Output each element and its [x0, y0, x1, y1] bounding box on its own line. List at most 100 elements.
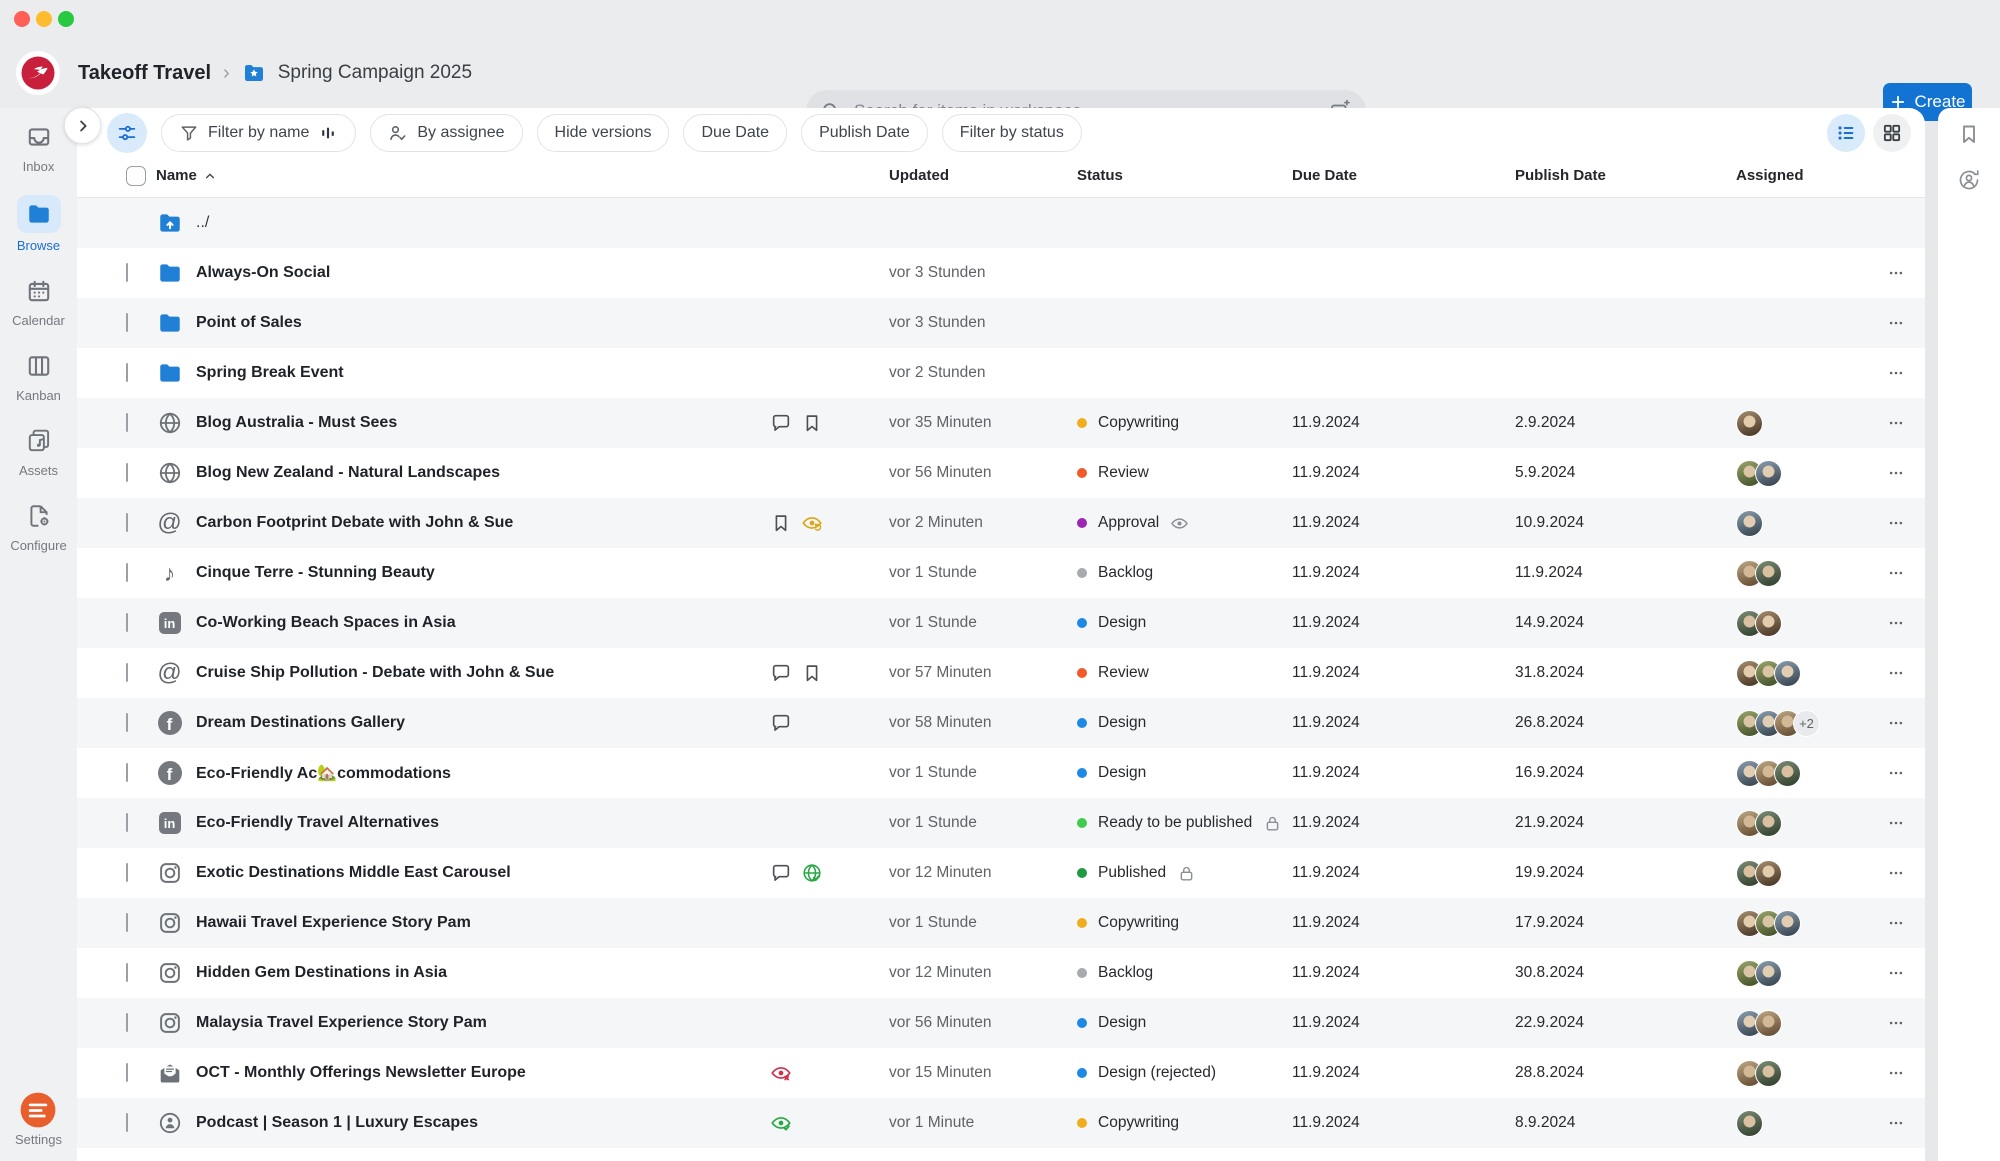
row-checkbox[interactable]	[126, 813, 128, 832]
row-checkbox[interactable]	[126, 713, 128, 732]
table-row[interactable]: Spring Break Eventvor 2 Stunden	[77, 348, 1925, 398]
row-menu-button[interactable]	[1881, 308, 1911, 338]
row-menu-button[interactable]	[1881, 508, 1911, 538]
filter-pill-publish-date[interactable]: Publish Date	[801, 114, 928, 152]
table-row[interactable]: Blog Australia - Must Seesvor 35 Minuten…	[77, 398, 1925, 448]
sidebar-item-kanban[interactable]: Kanban	[10, 349, 66, 403]
table-row[interactable]: Point of Salesvor 3 Stunden	[77, 298, 1925, 348]
table-row[interactable]: @Cruise Ship Pollution - Debate with Joh…	[77, 648, 1925, 698]
row-checkbox[interactable]	[126, 1113, 128, 1132]
filter-pill-filter-by-name[interactable]: Filter by name	[161, 114, 356, 152]
row-menu-button[interactable]	[1881, 608, 1911, 638]
close-window-button[interactable]	[14, 11, 30, 27]
item-name[interactable]: Dream Destinations Gallery	[190, 714, 717, 732]
item-name[interactable]: Hawaii Travel Experience Story Pam	[190, 914, 717, 932]
table-row[interactable]: inEco-Friendly Travel Alternativesvor 1 …	[77, 798, 1925, 848]
row-checkbox[interactable]	[126, 913, 128, 932]
item-name[interactable]: Carbon Footprint Debate with John & Sue	[190, 514, 717, 532]
row-menu-button[interactable]	[1881, 908, 1911, 938]
row-checkbox[interactable]	[126, 513, 128, 532]
item-name[interactable]: Co-Working Beach Spaces in Asia	[190, 614, 717, 632]
row-checkbox[interactable]	[126, 1063, 128, 1082]
table-row[interactable]: Malaysia Travel Experience Story Pamvor …	[77, 998, 1925, 1048]
item-name[interactable]: Cinque Terre - Stunning Beauty	[190, 564, 717, 582]
filter-settings-button[interactable]	[107, 113, 147, 153]
row-checkbox[interactable]	[126, 363, 128, 382]
sidebar-item-calendar[interactable]: Calendar	[10, 274, 66, 328]
zoom-window-button[interactable]	[58, 11, 74, 27]
item-name[interactable]: Cruise Ship Pollution - Debate with John…	[190, 664, 717, 682]
item-name[interactable]: Eco-Friendly Travel Alternatives	[190, 814, 717, 832]
row-menu-button[interactable]	[1881, 1008, 1911, 1038]
table-row[interactable]: fEco-Friendly Ac🏡commodationsvor 1 Stund…	[77, 748, 1925, 798]
table-row[interactable]: Exotic Destinations Middle East Carousel…	[77, 848, 1925, 898]
bookmark-icon[interactable]	[1954, 120, 1984, 150]
row-checkbox[interactable]	[126, 863, 128, 882]
item-name[interactable]: Malaysia Travel Experience Story Pam	[190, 1014, 717, 1032]
table-row[interactable]: OCT - Monthly Offerings Newsletter Europ…	[77, 1048, 1925, 1098]
row-menu-button[interactable]	[1881, 808, 1911, 838]
item-name[interactable]: Always-On Social	[190, 264, 717, 282]
filter-pill-due-date[interactable]: Due Date	[683, 114, 787, 152]
row-checkbox[interactable]	[126, 763, 128, 782]
row-menu-button[interactable]	[1881, 408, 1911, 438]
filter-pill-filter-by-status[interactable]: Filter by status	[942, 114, 1082, 152]
row-menu-button[interactable]	[1881, 708, 1911, 738]
sidebar-item-settings[interactable]: Settings	[15, 1093, 62, 1147]
table-row[interactable]: fDream Destinations Galleryvor 58 Minute…	[77, 698, 1925, 748]
select-all-checkbox[interactable]	[126, 166, 146, 186]
row-menu-button[interactable]	[1881, 1058, 1911, 1088]
row-menu-button[interactable]	[1881, 758, 1911, 788]
row-menu-button[interactable]	[1881, 558, 1911, 588]
profile-sync-icon[interactable]	[1954, 166, 1984, 196]
row-checkbox[interactable]	[126, 563, 128, 582]
column-header-assigned[interactable]: Assigned	[1732, 167, 1867, 184]
sidebar-item-configure[interactable]: Configure	[10, 499, 66, 553]
row-menu-button[interactable]	[1881, 458, 1911, 488]
row-menu-button[interactable]	[1881, 358, 1911, 388]
item-name[interactable]: ../	[190, 214, 717, 232]
minimize-window-button[interactable]	[36, 11, 52, 27]
column-header-publish-date[interactable]: Publish Date	[1510, 167, 1732, 184]
table-row[interactable]: Hidden Gem Destinations in Asiavor 12 Mi…	[77, 948, 1925, 998]
sidebar-item-browse[interactable]: Browse	[10, 195, 66, 253]
filter-pill-hide-versions[interactable]: Hide versions	[537, 114, 670, 152]
row-checkbox[interactable]	[126, 1013, 128, 1032]
row-checkbox[interactable]	[126, 313, 128, 332]
row-menu-button[interactable]	[1881, 958, 1911, 988]
sidebar-item-assets[interactable]: Assets	[10, 424, 66, 478]
item-name[interactable]: Blog New Zealand - Natural Landscapes	[190, 464, 717, 482]
table-row[interactable]: inCo-Working Beach Spaces in Asiavor 1 S…	[77, 598, 1925, 648]
filter-pill-by-assignee[interactable]: By assignee	[370, 114, 522, 152]
item-name[interactable]: Point of Sales	[190, 314, 717, 332]
column-header-due-date[interactable]: Due Date	[1287, 167, 1510, 184]
row-checkbox[interactable]	[126, 613, 128, 632]
item-name[interactable]: Exotic Destinations Middle East Carousel	[190, 864, 717, 882]
table-row[interactable]: Blog New Zealand - Natural Landscapesvor…	[77, 448, 1925, 498]
list-view-button[interactable]	[1827, 114, 1865, 152]
table-row[interactable]: Podcast | Season 1 | Luxury Escapesvor 1…	[77, 1098, 1925, 1148]
item-name[interactable]: Spring Break Event	[190, 364, 717, 382]
grid-view-button[interactable]	[1873, 114, 1911, 152]
row-menu-button[interactable]	[1881, 258, 1911, 288]
table-row[interactable]: ♪Cinque Terre - Stunning Beautyvor 1 Stu…	[77, 548, 1925, 598]
column-header-updated[interactable]: Updated	[882, 167, 1077, 184]
item-name[interactable]: Hidden Gem Destinations in Asia	[190, 964, 717, 982]
column-header-name[interactable]: Name	[156, 167, 717, 184]
row-checkbox[interactable]	[126, 663, 128, 682]
row-checkbox[interactable]	[126, 963, 128, 982]
table-row[interactable]: @Carbon Footprint Debate with John & Sue…	[77, 498, 1925, 548]
item-name[interactable]: Eco-Friendly Ac🏡commodations	[190, 763, 717, 783]
sidebar-item-inbox[interactable]: Inbox	[10, 120, 66, 174]
item-name[interactable]: Blog Australia - Must Sees	[190, 414, 717, 432]
table-row[interactable]: Always-On Socialvor 3 Stunden	[77, 248, 1925, 298]
row-menu-button[interactable]	[1881, 858, 1911, 888]
row-checkbox[interactable]	[126, 463, 128, 482]
table-row[interactable]: ../	[77, 198, 1925, 248]
expand-sidebar-button[interactable]	[64, 107, 101, 144]
table-row[interactable]: Hawaii Travel Experience Story Pamvor 1 …	[77, 898, 1925, 948]
row-menu-button[interactable]	[1881, 658, 1911, 688]
item-name[interactable]: OCT - Monthly Offerings Newsletter Europ…	[190, 1064, 717, 1082]
row-checkbox[interactable]	[126, 413, 128, 432]
row-checkbox[interactable]	[126, 263, 128, 282]
